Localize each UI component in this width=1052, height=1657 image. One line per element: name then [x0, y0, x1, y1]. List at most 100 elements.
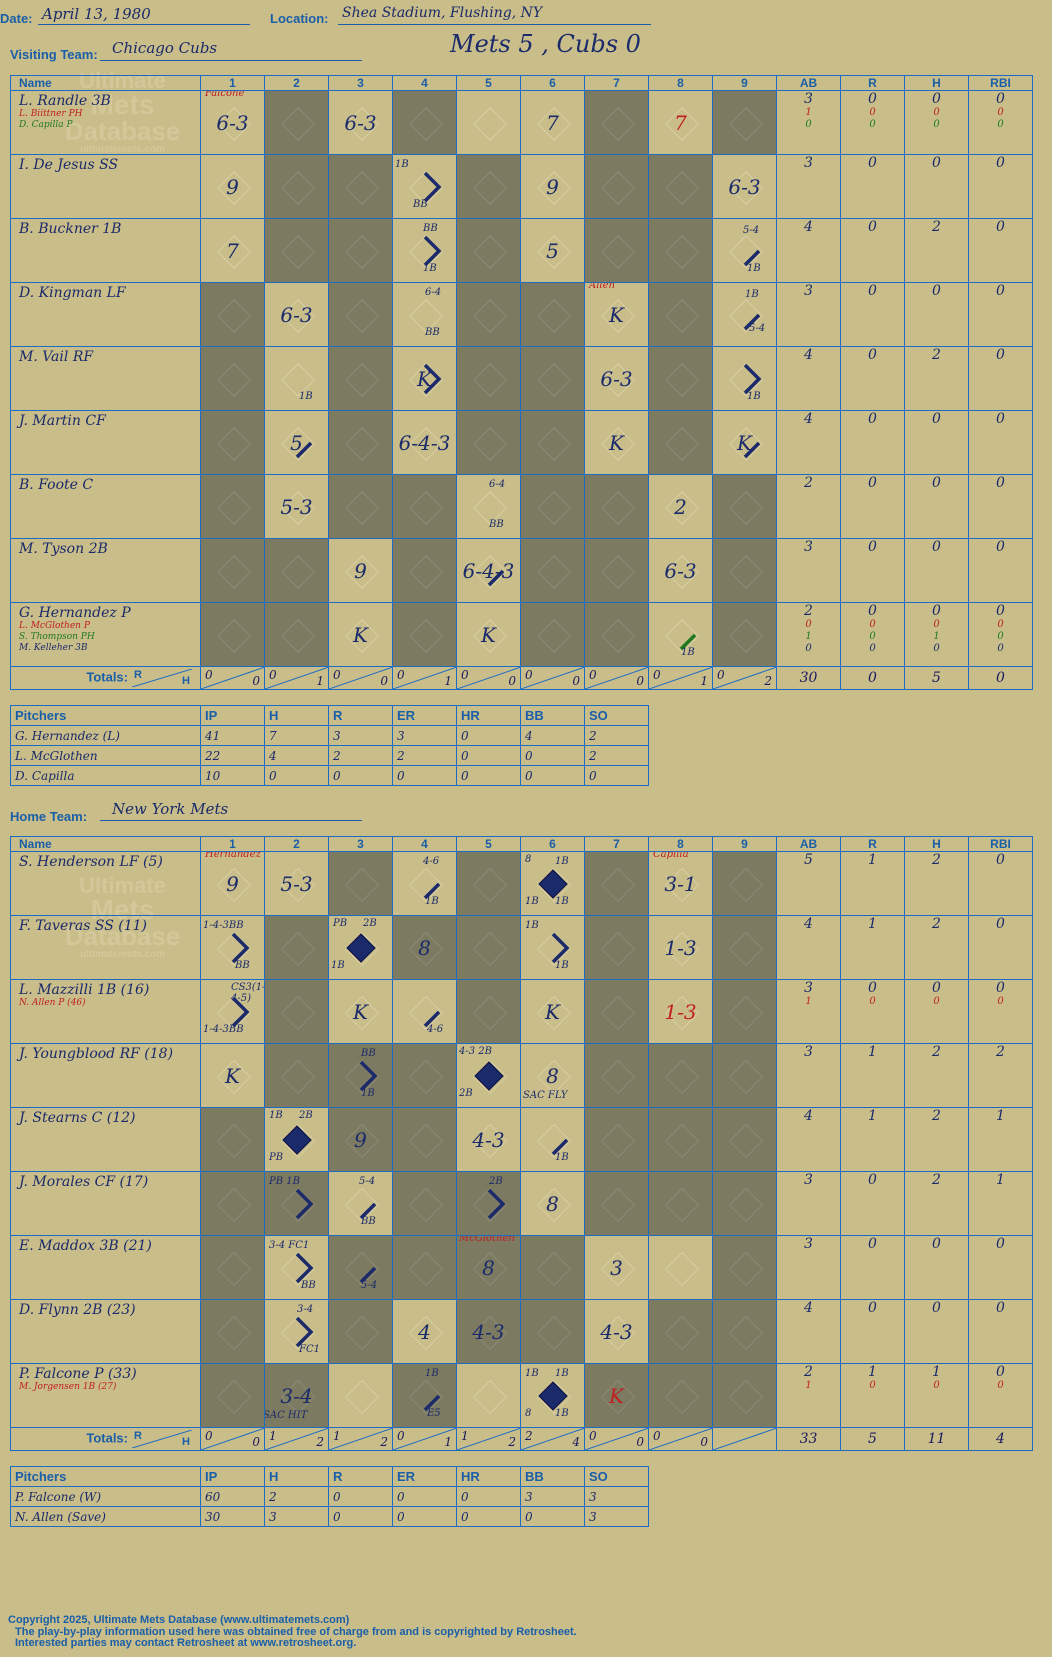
at-bat-cell — [456, 218, 521, 283]
batter-stat: 0 — [840, 218, 905, 283]
inning-header: 5 — [456, 836, 521, 852]
at-bat-cell — [712, 851, 777, 916]
base-diamond — [600, 1123, 635, 1158]
batter-stat: 0 — [968, 538, 1033, 603]
at-bat-cell — [584, 1107, 649, 1172]
play-result: K — [737, 430, 752, 455]
base-diamond — [280, 106, 315, 141]
run-scored-diamond — [346, 933, 376, 963]
play-result: K — [481, 622, 496, 647]
visitors-scorecard: Name 1 2 3 4 5 6 7 8 9 AB R H RBI L. Randle 3B L. Biitt… — [10, 75, 1033, 690]
at-bat-cell: 6-3 — [584, 346, 649, 411]
pitcher-stat: 10 — [200, 765, 265, 786]
base-diamond — [344, 490, 379, 525]
at-bat-cell: 4-3 — [456, 1299, 521, 1364]
batter-stat: 1 — [840, 851, 905, 916]
base-diamond — [664, 362, 699, 397]
baserunner-path — [359, 1202, 377, 1220]
at-bat-cell — [520, 474, 585, 539]
at-bat-cell — [520, 1235, 585, 1300]
at-bat-cell: 1B 1B 8 1B — [520, 1363, 585, 1428]
play-note: 3-4 FC1 — [269, 1240, 310, 1251]
pitcher-stat: 4 — [520, 725, 585, 746]
batter-stat: 3 — [776, 1171, 841, 1236]
base-diamond — [216, 1379, 251, 1414]
batter-stat: 0 — [904, 1235, 969, 1300]
batter-stat: 0 — [968, 154, 1033, 219]
batter-stat: 2 — [776, 474, 841, 539]
at-bat-cell: 9 — [200, 154, 265, 219]
batter-stat: 2 — [904, 1107, 969, 1172]
base-diamond — [344, 1379, 379, 1414]
base-diamond — [344, 1315, 379, 1350]
batter-stat: 0 — [904, 282, 969, 347]
play-note: CS3(1-4-5) — [231, 982, 265, 1004]
play-result: 7 — [226, 238, 239, 263]
base-diamond — [664, 1315, 699, 1350]
base-diamond — [600, 1059, 635, 1094]
play-result: 6-3 — [280, 302, 313, 327]
pitcher-stat: 0 — [328, 765, 393, 786]
batter-stat: 2 — [904, 915, 969, 980]
copyright-text: Copyright 2025, Ultimate Mets Database (… — [8, 1614, 350, 1626]
base-diamond — [344, 298, 379, 333]
team-total-stat: 11 — [904, 1427, 969, 1451]
play-note: 1B — [361, 1088, 375, 1099]
play-result: 4-3 — [472, 1127, 505, 1152]
at-bat-cell — [712, 979, 777, 1044]
play-note: 1B — [525, 896, 539, 907]
play-note: BB — [489, 519, 504, 530]
at-bat-cell: 5-4 BB — [328, 1171, 393, 1236]
play-note: 1-4-3BB — [203, 920, 244, 931]
score-title: Mets 5 , Cubs 0 — [450, 30, 641, 58]
play-result: 6-3 — [216, 110, 249, 135]
at-bat-cell: 4-3 — [584, 1299, 649, 1364]
inning-header: 5 — [456, 75, 521, 91]
batter-stat: 3 — [776, 538, 841, 603]
pitcher-stat: 3 — [328, 725, 393, 746]
base-diamond — [216, 1187, 251, 1222]
base-diamond — [664, 1251, 699, 1286]
at-bat-cell — [392, 474, 457, 539]
at-bat-cell: PB 2B 1B — [328, 915, 393, 980]
play-note: BB — [235, 960, 250, 971]
inning-header: 1 — [200, 75, 265, 91]
at-bat-cell: 1B — [264, 346, 329, 411]
baserunner-path — [487, 1188, 506, 1220]
batter-stat: 0 — [968, 282, 1033, 347]
play-result: 2 — [674, 494, 687, 519]
pitcher-stat: 3 — [520, 1486, 585, 1507]
play-note: 5-4 — [361, 1280, 378, 1291]
batter-stat: 1 — [840, 1107, 905, 1172]
play-result: 4-3 — [600, 1319, 633, 1344]
pitcher-stat: 0 — [520, 745, 585, 766]
base-diamond — [536, 426, 571, 461]
baserunner-path — [423, 363, 442, 395]
batter-stat: 0 — [840, 1299, 905, 1364]
at-bat-cell — [200, 282, 265, 347]
base-diamond — [664, 1123, 699, 1158]
base-diamond — [408, 1123, 443, 1158]
retrosheet-notice: The play-by-play information used here w… — [15, 1626, 577, 1638]
run-scored-diamond — [538, 1381, 568, 1411]
at-bat-cell — [712, 1363, 777, 1428]
base-diamond — [536, 362, 571, 397]
at-bat-cell — [712, 1107, 777, 1172]
base-diamond — [216, 554, 251, 589]
at-bat-cell — [520, 538, 585, 603]
stat-header: RBI — [968, 75, 1033, 91]
totals-label: Totals: R H — [10, 666, 201, 690]
base-diamond — [728, 1315, 763, 1350]
at-bat-cell — [712, 1299, 777, 1364]
pitcher-column-header: IP — [200, 1466, 265, 1487]
